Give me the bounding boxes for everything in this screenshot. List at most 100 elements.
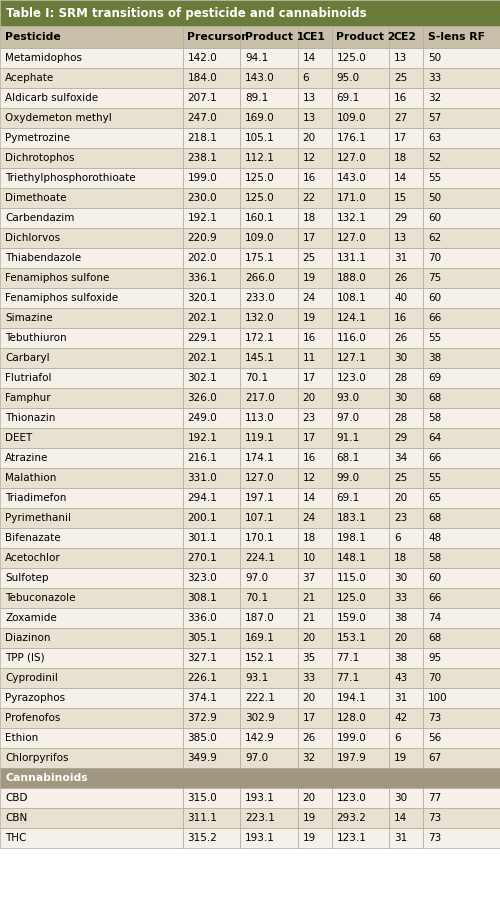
Bar <box>389 448 423 468</box>
Bar <box>423 328 500 348</box>
Text: 24: 24 <box>302 513 316 523</box>
Text: Table I: SRM transitions of pesticide and cannabinoids: Table I: SRM transitions of pesticide an… <box>6 6 366 20</box>
Bar <box>389 568 423 588</box>
Bar <box>298 128 332 148</box>
Text: 224.1: 224.1 <box>245 553 275 563</box>
Bar <box>240 26 298 48</box>
Bar <box>182 228 240 248</box>
Text: 43: 43 <box>394 673 407 683</box>
Bar <box>423 488 500 508</box>
Bar <box>240 308 298 328</box>
Text: 38: 38 <box>394 613 407 623</box>
Bar <box>0 508 182 528</box>
Bar <box>389 608 423 628</box>
Bar <box>298 548 332 568</box>
Text: 13: 13 <box>394 53 407 63</box>
Bar <box>0 828 182 848</box>
Text: 266.0: 266.0 <box>245 273 275 283</box>
Bar <box>332 188 389 208</box>
Text: 169.1: 169.1 <box>245 633 275 643</box>
Text: 14: 14 <box>394 173 407 183</box>
Text: 91.1: 91.1 <box>336 433 360 443</box>
Bar <box>423 348 500 368</box>
Text: 20: 20 <box>394 633 407 643</box>
Text: 20: 20 <box>302 633 316 643</box>
Bar <box>0 668 182 688</box>
Text: Precursor: Precursor <box>188 32 247 42</box>
Bar <box>0 588 182 608</box>
Text: 63: 63 <box>428 133 442 143</box>
Text: 127.1: 127.1 <box>336 353 366 363</box>
Text: 192.1: 192.1 <box>188 213 218 223</box>
Bar <box>0 428 182 448</box>
Bar <box>332 728 389 748</box>
Text: Ethion: Ethion <box>5 733 38 743</box>
Bar <box>0 448 182 468</box>
Text: 28: 28 <box>394 413 407 423</box>
Bar <box>182 508 240 528</box>
Bar <box>240 168 298 188</box>
Bar <box>240 528 298 548</box>
Bar <box>0 288 182 308</box>
Bar <box>0 728 182 748</box>
Bar <box>389 828 423 848</box>
Text: 64: 64 <box>428 433 442 443</box>
Text: 95.0: 95.0 <box>336 73 359 83</box>
Text: 223.1: 223.1 <box>245 813 275 823</box>
Text: 16: 16 <box>302 173 316 183</box>
Text: 93.0: 93.0 <box>336 393 359 403</box>
Text: 125.0: 125.0 <box>336 53 366 63</box>
Text: 193.1: 193.1 <box>245 793 275 803</box>
Text: 115.0: 115.0 <box>336 573 366 583</box>
Bar <box>389 288 423 308</box>
Bar <box>0 708 182 728</box>
Text: 67: 67 <box>428 753 442 763</box>
Bar <box>240 428 298 448</box>
Text: 33: 33 <box>428 73 442 83</box>
Bar <box>298 288 332 308</box>
Text: 37: 37 <box>302 573 316 583</box>
Text: 301.1: 301.1 <box>188 533 217 543</box>
Bar <box>298 168 332 188</box>
Text: S-lens RF: S-lens RF <box>428 32 485 42</box>
Text: 293.2: 293.2 <box>336 813 366 823</box>
Text: 89.1: 89.1 <box>245 93 268 103</box>
Text: Pyrimethanil: Pyrimethanil <box>5 513 71 523</box>
Bar <box>332 328 389 348</box>
Text: 218.1: 218.1 <box>188 133 218 143</box>
Text: 192.1: 192.1 <box>188 433 218 443</box>
Bar <box>0 568 182 588</box>
Text: 31: 31 <box>394 693 407 703</box>
Bar <box>298 348 332 368</box>
Bar <box>298 468 332 488</box>
Bar <box>423 408 500 428</box>
Bar <box>389 688 423 708</box>
Bar <box>182 208 240 228</box>
Bar <box>298 828 332 848</box>
Text: 14: 14 <box>394 813 407 823</box>
Bar <box>389 468 423 488</box>
Text: 336.1: 336.1 <box>188 273 218 283</box>
Text: 105.1: 105.1 <box>245 133 275 143</box>
Bar <box>0 348 182 368</box>
Bar <box>0 688 182 708</box>
Bar <box>298 228 332 248</box>
Bar <box>332 788 389 808</box>
Text: 305.1: 305.1 <box>188 633 217 643</box>
Bar <box>298 728 332 748</box>
Text: 42: 42 <box>394 713 407 723</box>
Bar <box>240 228 298 248</box>
Text: 125.0: 125.0 <box>336 593 366 603</box>
Text: 216.1: 216.1 <box>188 453 218 463</box>
Bar <box>0 748 182 768</box>
Text: 128.0: 128.0 <box>336 713 366 723</box>
Text: 30: 30 <box>394 573 407 583</box>
Bar <box>298 388 332 408</box>
Bar <box>0 528 182 548</box>
Text: Fenamiphos sulfoxide: Fenamiphos sulfoxide <box>5 293 118 303</box>
Bar <box>182 308 240 328</box>
Bar <box>332 528 389 548</box>
Bar <box>240 668 298 688</box>
Bar <box>298 588 332 608</box>
Text: 12: 12 <box>302 153 316 163</box>
